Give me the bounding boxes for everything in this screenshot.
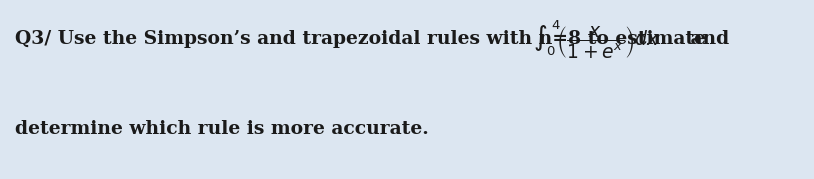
Text: determine which rule is more accurate.: determine which rule is more accurate. bbox=[15, 120, 428, 138]
Text: and: and bbox=[684, 30, 729, 48]
Text: Q3/ Use the Simpson’s and trapezoidal rules with n=8 to estimate: Q3/ Use the Simpson’s and trapezoidal ru… bbox=[15, 30, 712, 48]
Text: $\int_0^{\,4}\!\left(\dfrac{x}{1+e^x}\right)dx$: $\int_0^{\,4}\!\left(\dfrac{x}{1+e^x}\ri… bbox=[533, 18, 660, 61]
